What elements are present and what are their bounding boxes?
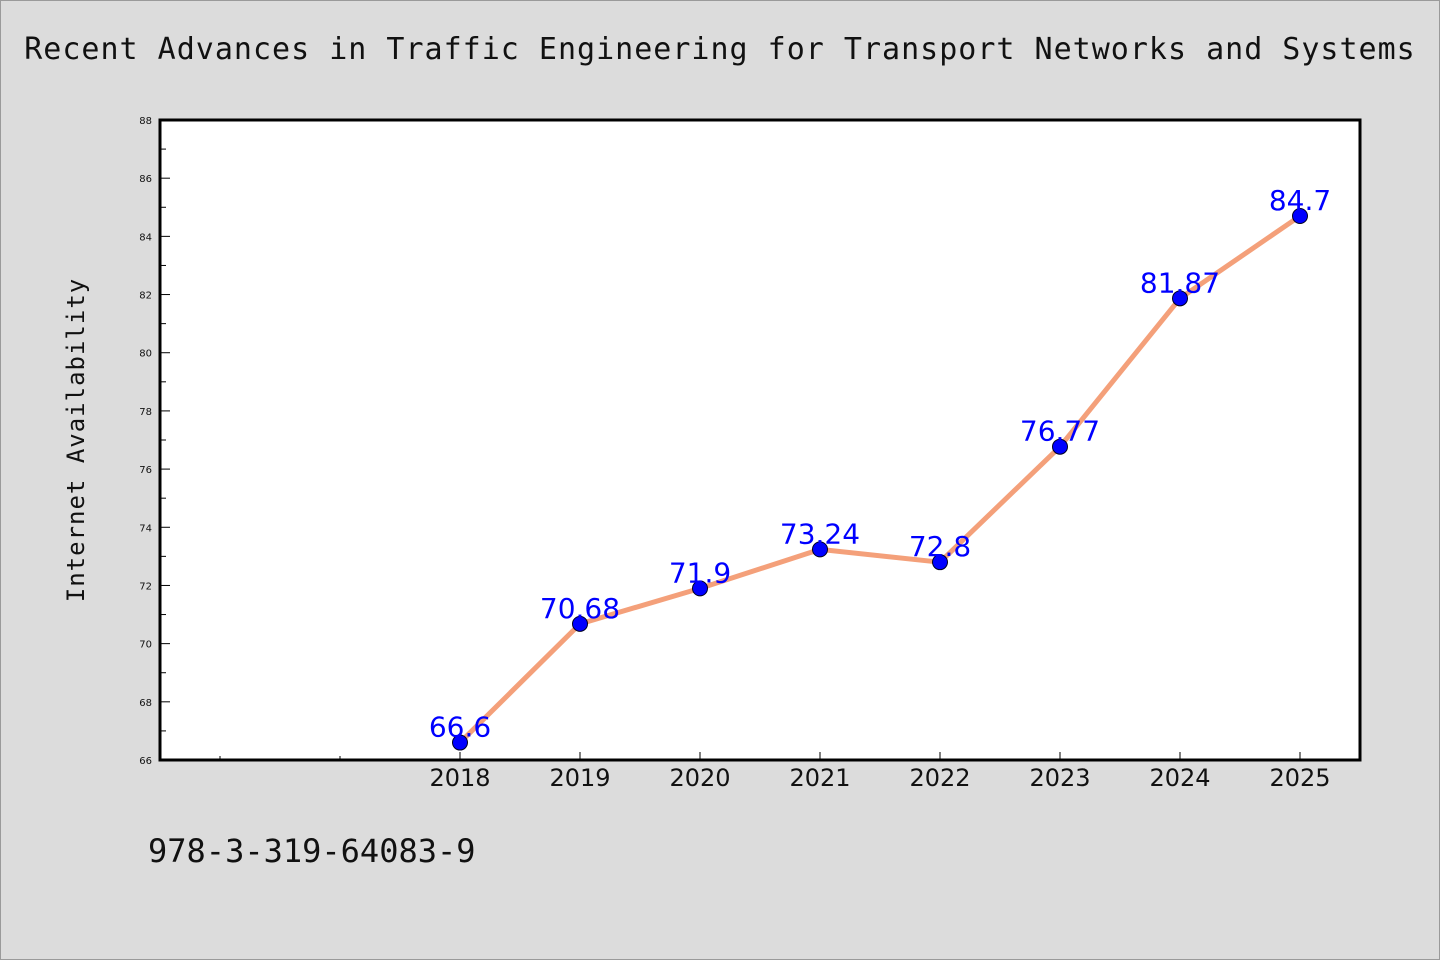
data-label: 76.77 <box>1020 415 1100 448</box>
data-point <box>692 580 708 597</box>
plot-area <box>158 118 1362 762</box>
x-tick-label: 2021 <box>789 764 850 792</box>
y-axis-label: Internet Availability <box>62 278 90 602</box>
series-line <box>457 213 1303 746</box>
x-tick-label: 2020 <box>669 764 730 792</box>
data-point <box>452 734 468 751</box>
x-tick-label: 2024 <box>1149 764 1210 792</box>
y-tick-label: 66 <box>139 756 152 767</box>
x-tick-label: 2018 <box>429 764 490 792</box>
y-tick-label: 68 <box>139 698 152 709</box>
y-tick-label: 72 <box>139 581 152 592</box>
y-tick-label: 80 <box>139 349 152 360</box>
y-tick-label: 76 <box>139 465 152 476</box>
x-tick-label: 2019 <box>549 764 610 792</box>
data-label: 84.7 <box>1269 184 1331 217</box>
isbn-label: 978-3-319-64083-9 <box>148 832 476 870</box>
data-point <box>572 615 588 632</box>
x-tick-label: 2022 <box>909 764 970 792</box>
data-label: 70.68 <box>540 592 620 625</box>
data-point <box>932 554 948 571</box>
y-tick-label: 78 <box>139 407 152 418</box>
y-tick-label: 84 <box>139 232 152 243</box>
y-tick-label: 86 <box>139 174 152 185</box>
data-point <box>1292 208 1308 224</box>
x-tick-label: 2025 <box>1269 764 1330 792</box>
chart-title: Recent Advances in Traffic Engineering f… <box>24 32 1416 67</box>
y-tick-label: 82 <box>139 291 152 302</box>
data-label: 66.6 <box>429 711 491 744</box>
data-label: 81.87 <box>1140 266 1220 299</box>
x-tick-label: 2023 <box>1029 764 1090 792</box>
data-point <box>1052 438 1068 455</box>
data-point <box>812 541 828 558</box>
y-tick-label: 74 <box>139 523 152 534</box>
data-label: 72.8 <box>909 530 971 563</box>
y-tick-label: 70 <box>139 640 152 651</box>
data-point <box>1172 290 1188 307</box>
data-label: 71.9 <box>669 556 731 589</box>
y-tick-label: 88 <box>139 116 152 127</box>
data-label: 73.24 <box>780 517 860 550</box>
